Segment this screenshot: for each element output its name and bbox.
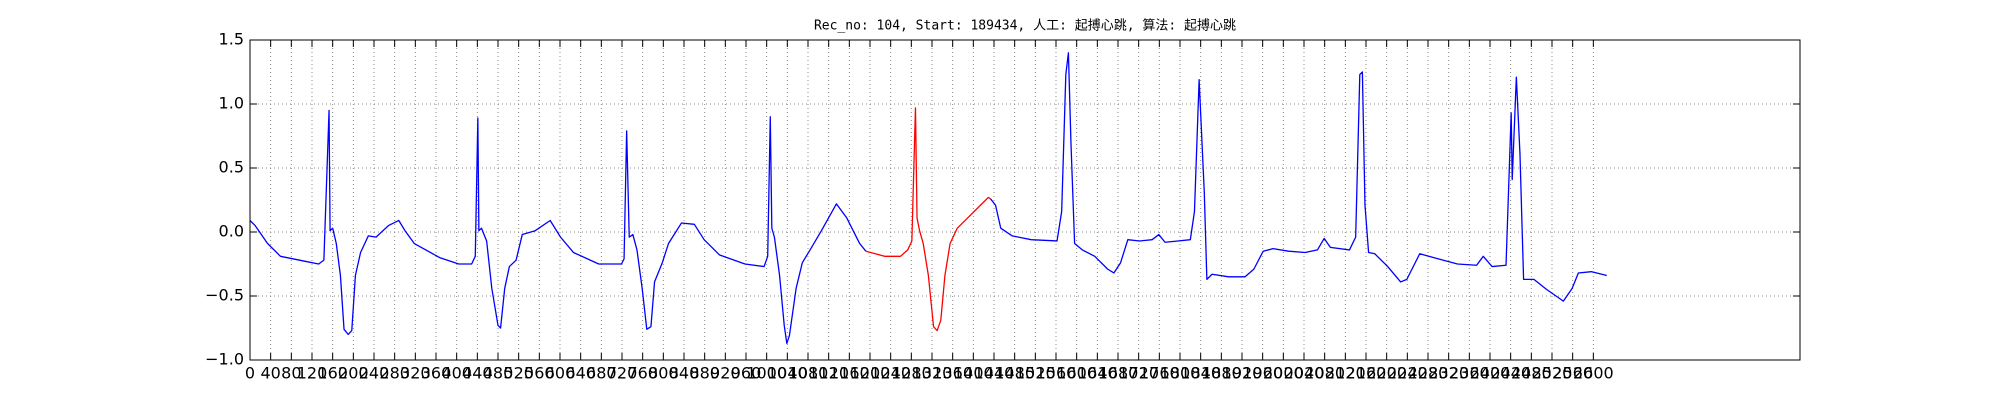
y-tick-label: 0.0	[219, 222, 244, 241]
x-tick-label: 2280	[1408, 364, 1449, 383]
x-tick-label: 320	[400, 364, 431, 383]
x-tick-label: 1080	[788, 364, 829, 383]
x-tick-label: 1880	[1201, 364, 1242, 383]
y-tick-label: 1.0	[219, 94, 244, 113]
x-tick-label: 1560	[1036, 364, 1077, 383]
x-tick-label: 2360	[1449, 364, 1490, 383]
x-tick-label: 1000	[746, 364, 787, 383]
x-tick-label: 2160	[1346, 364, 1387, 383]
y-tick-label: −1.0	[205, 350, 244, 369]
x-tick-label: 480	[483, 364, 514, 383]
x-tick-label: 1160	[829, 364, 870, 383]
x-tick-label: 1040	[767, 364, 808, 383]
x-tick-label: 1920	[1222, 364, 1263, 383]
y-tick-label: 1.5	[219, 30, 244, 49]
x-tick-label: 1440	[974, 364, 1015, 383]
x-tick-label: 1640	[1077, 364, 1118, 383]
x-tick-label: 1320	[912, 364, 953, 383]
x-tick-label: 1960	[1242, 364, 1283, 383]
x-tick-label: 680	[586, 364, 617, 383]
x-tick-label: 520	[503, 364, 534, 383]
x-tick-label: 80	[281, 364, 301, 383]
x-tick-label: 2120	[1325, 364, 1366, 383]
x-tick-label: 1720	[1118, 364, 1159, 383]
x-tick-label: 720	[607, 364, 638, 383]
x-tick-label: 1600	[1056, 364, 1097, 383]
x-tick-label: 880	[689, 364, 720, 383]
x-tick-label: 760	[627, 364, 658, 383]
plot-frame	[249, 39, 1801, 361]
x-tick-label: 640	[565, 364, 596, 383]
x-tick-label: 2080	[1304, 364, 1345, 383]
x-tick-label: 440	[462, 364, 493, 383]
x-tick-label: 0	[245, 364, 255, 383]
x-tick-label: 160	[317, 364, 348, 383]
x-tick-label: 1680	[1098, 364, 1139, 383]
x-tick-label: 360	[421, 364, 452, 383]
x-tick-label: 2480	[1511, 364, 1552, 383]
x-tick-label: 1120	[808, 364, 849, 383]
data-line	[865, 107, 991, 332]
y-tick-label: 0.5	[219, 158, 244, 177]
x-tick-label: 800	[648, 364, 679, 383]
x-tick-label: 2520	[1532, 364, 1573, 383]
x-tick-label: 2440	[1490, 364, 1531, 383]
x-tick-label: 400	[441, 364, 472, 383]
x-tick-label: 560	[524, 364, 555, 383]
x-tick-label: 2240	[1387, 364, 1428, 383]
x-tick-label: 1840	[1180, 364, 1221, 383]
x-tick-label: 2040	[1284, 364, 1325, 383]
x-tick-label: 840	[669, 364, 700, 383]
x-tick-label: 2200	[1366, 364, 1407, 383]
x-tick-label: 2560	[1552, 364, 1593, 383]
x-tick-label: 280	[379, 364, 410, 383]
x-tick-label: 2400	[1470, 364, 1511, 383]
x-tick-label: 200	[338, 364, 369, 383]
x-tick-label: 960	[731, 364, 762, 383]
x-tick-label: 2320	[1428, 364, 1469, 383]
x-tick-label: 1400	[953, 364, 994, 383]
y-tick-label: −0.5	[205, 286, 244, 305]
x-tick-label: 2000	[1263, 364, 1304, 383]
x-tick-label: 1800	[1160, 364, 1201, 383]
x-tick-label: 40	[260, 364, 280, 383]
x-tick-label: 240	[359, 364, 390, 383]
x-tick-label: 1480	[994, 364, 1035, 383]
x-tick-label: 920	[710, 364, 741, 383]
x-tick-label: 1280	[891, 364, 932, 383]
x-tick-label: 1360	[932, 364, 973, 383]
data-line	[249, 52, 1607, 345]
x-tick-label: 120	[297, 364, 328, 383]
chart-title: Rec_no: 104, Start: 189434, 人工: 起搏心跳, 算法…	[814, 18, 1236, 34]
x-tick-label: 1760	[1139, 364, 1180, 383]
x-tick-label: 1240	[870, 364, 911, 383]
x-tick-label: 600	[545, 364, 576, 383]
x-tick-label: 1520	[1015, 364, 1056, 383]
x-tick-label: 1200	[850, 364, 891, 383]
x-tick-label: 2600	[1573, 364, 1614, 383]
